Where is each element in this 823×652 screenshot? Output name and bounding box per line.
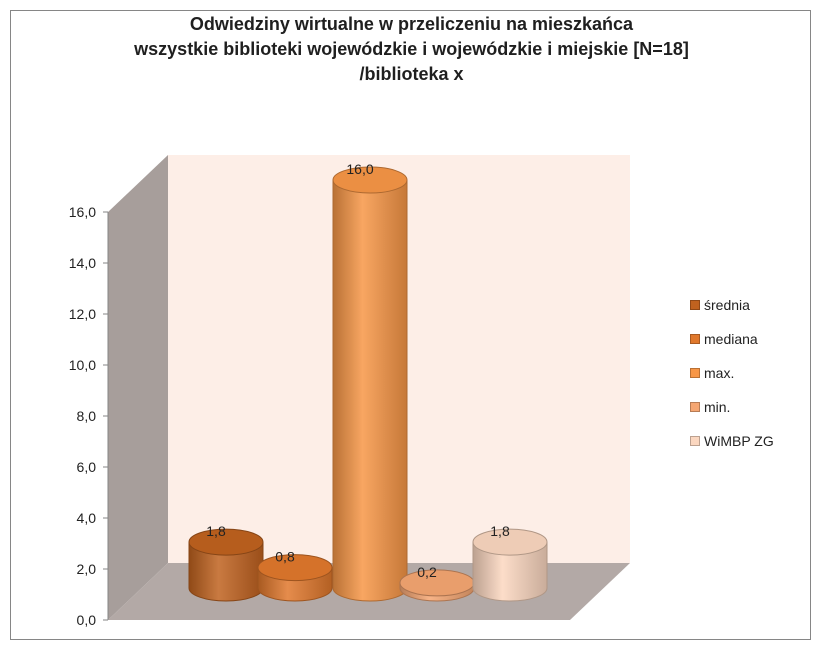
- bars: [188, 166, 548, 602]
- legend-label: średnia: [704, 297, 750, 313]
- bar-top: [399, 569, 475, 597]
- y-tick-label: 2,0: [77, 561, 97, 577]
- bar-top: [188, 528, 264, 556]
- legend-swatch-3: [690, 402, 700, 412]
- y-tick-label: 10,0: [69, 357, 96, 373]
- legend-swatch-2: [690, 368, 700, 378]
- bar-2: [332, 166, 408, 602]
- y-tick-label: 8,0: [77, 408, 97, 424]
- bar-3: [399, 569, 475, 602]
- legend: średnia mediana max. min. WiMBP ZG: [690, 288, 815, 458]
- chart-title-line-2: wszystkie biblioteki wojewódzkie i wojew…: [134, 39, 689, 59]
- y-tick-label: 4,0: [77, 510, 97, 526]
- bar-top: [472, 528, 548, 556]
- bar-body: [332, 179, 408, 602]
- data-labels: 1,8 0,8 16,0 0,2 1,8: [206, 161, 510, 580]
- legend-label: WiMBP ZG: [704, 433, 774, 449]
- y-tick-label: 12,0: [69, 306, 96, 322]
- data-label: 1,8: [490, 523, 510, 539]
- legend-swatch-1: [690, 334, 700, 344]
- legend-swatch-4: [690, 436, 700, 446]
- legend-item[interactable]: mediana: [690, 322, 815, 356]
- legend-item[interactable]: średnia: [690, 288, 815, 322]
- legend-item[interactable]: min.: [690, 390, 815, 424]
- bar-top: [257, 554, 333, 582]
- chart-title-line-3: /biblioteka x: [359, 64, 464, 84]
- bar-4: [472, 528, 548, 602]
- bar-0: [188, 528, 264, 602]
- y-tick-label: 0,0: [77, 612, 97, 628]
- legend-swatch-0: [690, 300, 700, 310]
- chart-title-line-1: Odwiedziny wirtualne w przeliczeniu na m…: [189, 14, 634, 34]
- data-label: 16,0: [346, 161, 373, 177]
- y-tick-label: 6,0: [77, 459, 97, 475]
- y-axis: 0,0 2,0 4,0 6,0 8,0 10,0 12,0 14,0 16,0: [69, 204, 109, 628]
- legend-label: min.: [704, 399, 731, 415]
- chart-title: Odwiedziny wirtualne w przeliczeniu na m…: [0, 12, 823, 87]
- legend-label: max.: [704, 365, 735, 381]
- y-tick-label: 14,0: [69, 255, 96, 271]
- legend-item[interactable]: max.: [690, 356, 815, 390]
- data-label: 1,8: [206, 523, 226, 539]
- legend-item[interactable]: WiMBP ZG: [690, 424, 815, 458]
- bar-top: [332, 166, 408, 194]
- legend-label: mediana: [704, 331, 758, 347]
- bar-body: [472, 541, 548, 602]
- data-label: 0,8: [275, 549, 295, 565]
- y-tick-label: 16,0: [69, 204, 96, 220]
- side-wall: [108, 155, 168, 620]
- data-label: 0,2: [417, 564, 437, 580]
- bar-1: [257, 554, 333, 602]
